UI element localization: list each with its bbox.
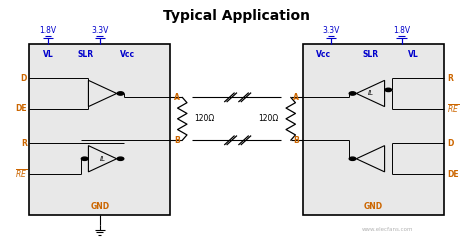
Text: 1.8V: 1.8V [39,26,56,35]
Text: $\overline{RE}$: $\overline{RE}$ [447,103,459,115]
Text: SLR: SLR [363,50,379,59]
Circle shape [81,157,88,160]
Text: VL: VL [408,50,419,59]
Text: SLR: SLR [78,50,94,59]
Circle shape [349,157,356,160]
Text: 120Ω: 120Ω [259,114,279,123]
Text: DE: DE [15,104,26,114]
Text: A: A [293,93,299,102]
Text: B: B [293,136,299,145]
Text: B: B [174,136,180,145]
Text: DE: DE [447,170,459,179]
Text: 3.3V: 3.3V [91,26,108,35]
Text: 1.8V: 1.8V [393,26,410,35]
Text: 120Ω: 120Ω [194,114,214,123]
Text: R: R [447,73,453,83]
Text: IL: IL [99,156,105,162]
Text: $\overline{RE}$: $\overline{RE}$ [15,168,26,180]
Circle shape [117,157,124,160]
Bar [29,44,170,216]
Circle shape [117,92,124,95]
Text: A: A [174,93,180,102]
Bar [303,44,444,216]
Text: 3.3V: 3.3V [322,26,340,35]
Text: GND: GND [90,202,109,211]
Text: IL: IL [368,90,374,96]
Text: GND: GND [364,202,383,211]
Text: Vcc: Vcc [121,50,136,59]
Text: Typical Application: Typical Application [163,9,310,23]
Text: D: D [20,73,26,83]
Circle shape [349,92,356,95]
Text: www.elecfans.com: www.elecfans.com [362,227,413,232]
Text: VL: VL [43,50,53,59]
Circle shape [385,88,392,91]
Text: D: D [447,139,454,148]
Text: Vcc: Vcc [316,50,331,59]
Text: R: R [21,139,26,148]
